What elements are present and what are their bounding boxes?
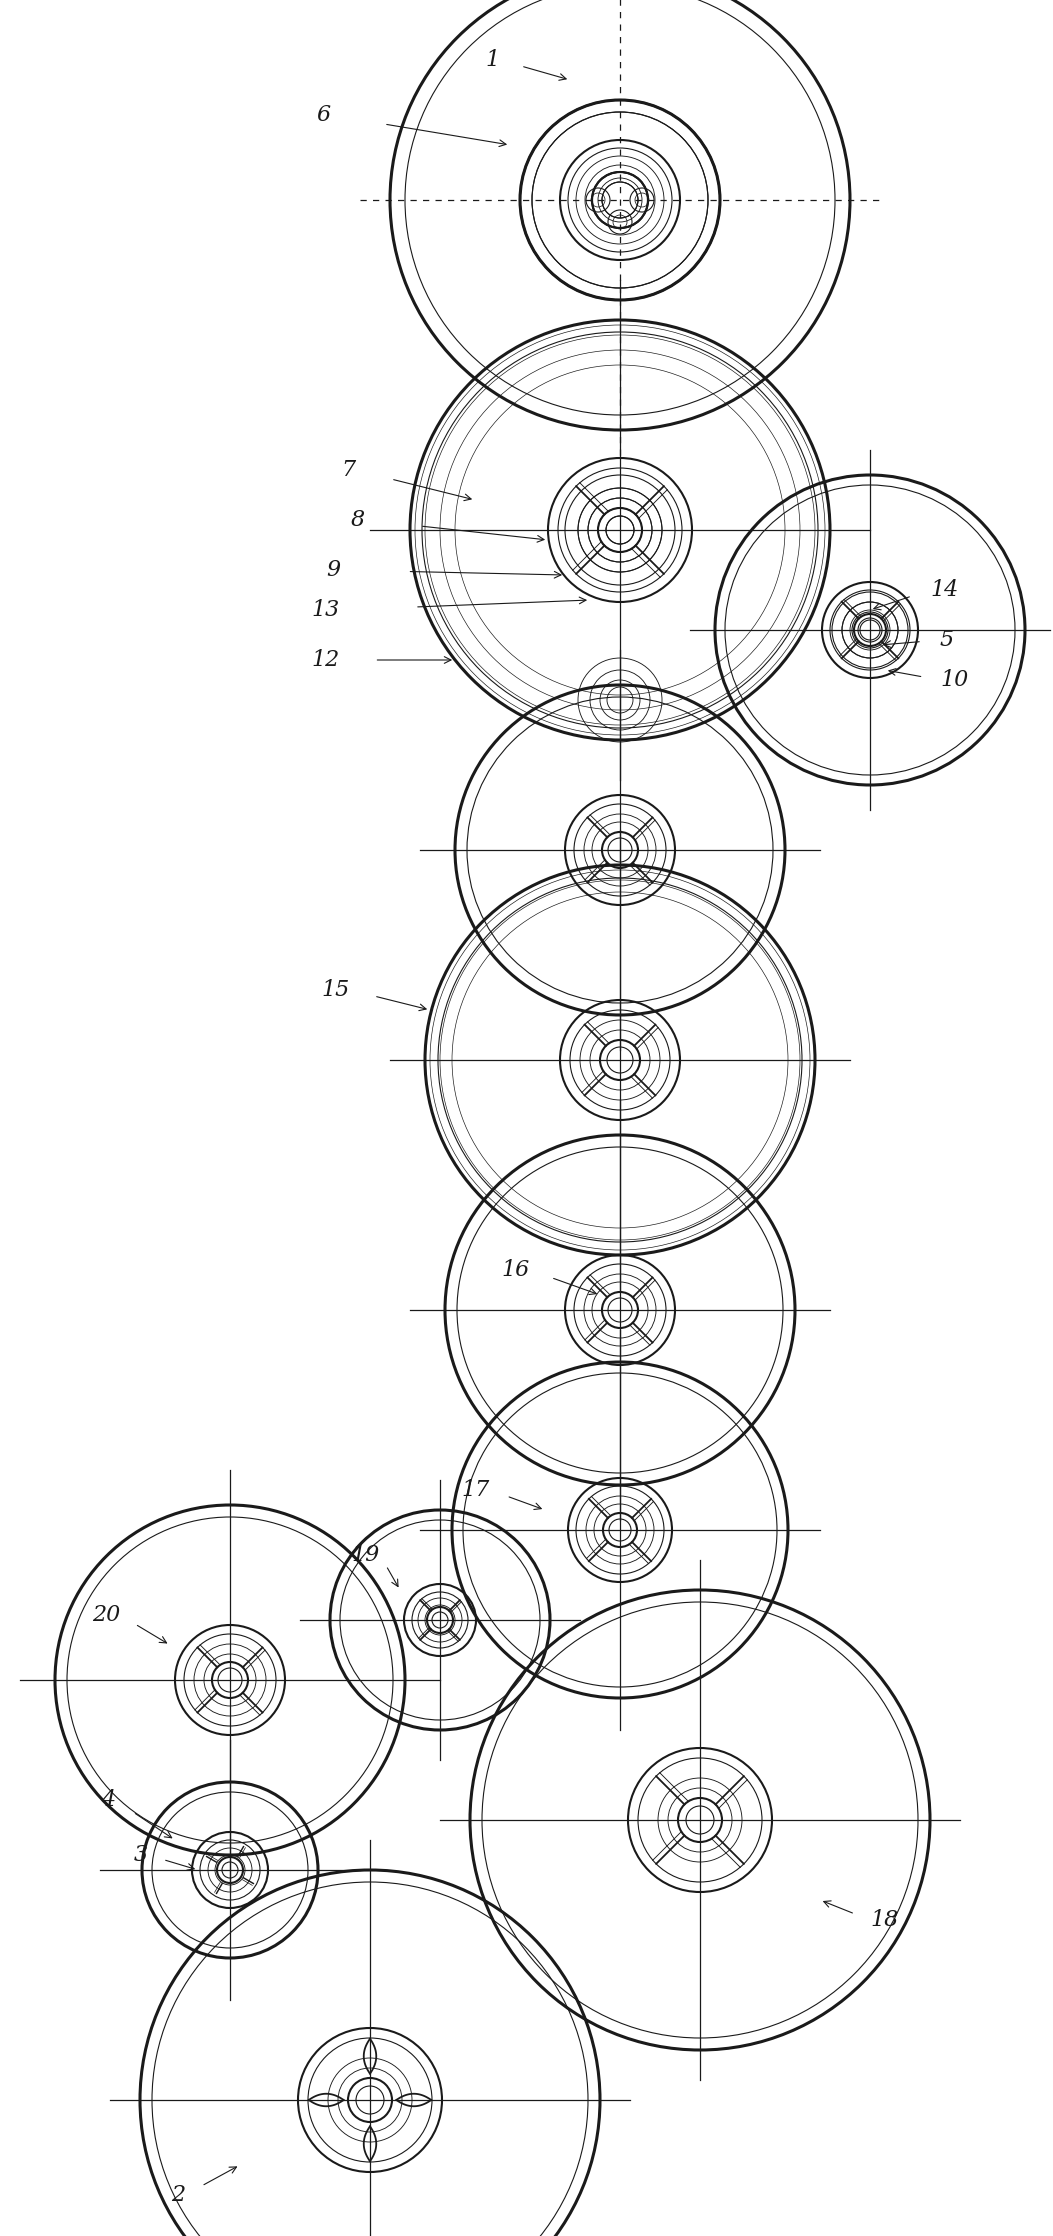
Text: 15: 15 xyxy=(322,979,350,1002)
Text: 12: 12 xyxy=(312,648,340,671)
Text: 10: 10 xyxy=(940,669,969,691)
Text: 18: 18 xyxy=(870,1910,898,1932)
Text: 7: 7 xyxy=(341,458,355,481)
Text: 8: 8 xyxy=(351,510,365,530)
Text: 3: 3 xyxy=(134,1845,148,1867)
Text: 6: 6 xyxy=(316,105,330,125)
Text: 2: 2 xyxy=(171,2185,185,2207)
Text: 1: 1 xyxy=(485,49,500,72)
Text: 16: 16 xyxy=(501,1259,530,1281)
Text: 9: 9 xyxy=(325,559,340,581)
Text: 17: 17 xyxy=(462,1478,490,1500)
Text: 13: 13 xyxy=(312,599,340,622)
Text: 14: 14 xyxy=(930,579,958,601)
Text: 5: 5 xyxy=(940,628,954,651)
Text: 19: 19 xyxy=(352,1545,380,1565)
Text: 4: 4 xyxy=(101,1789,115,1811)
Text: 20: 20 xyxy=(92,1603,120,1626)
